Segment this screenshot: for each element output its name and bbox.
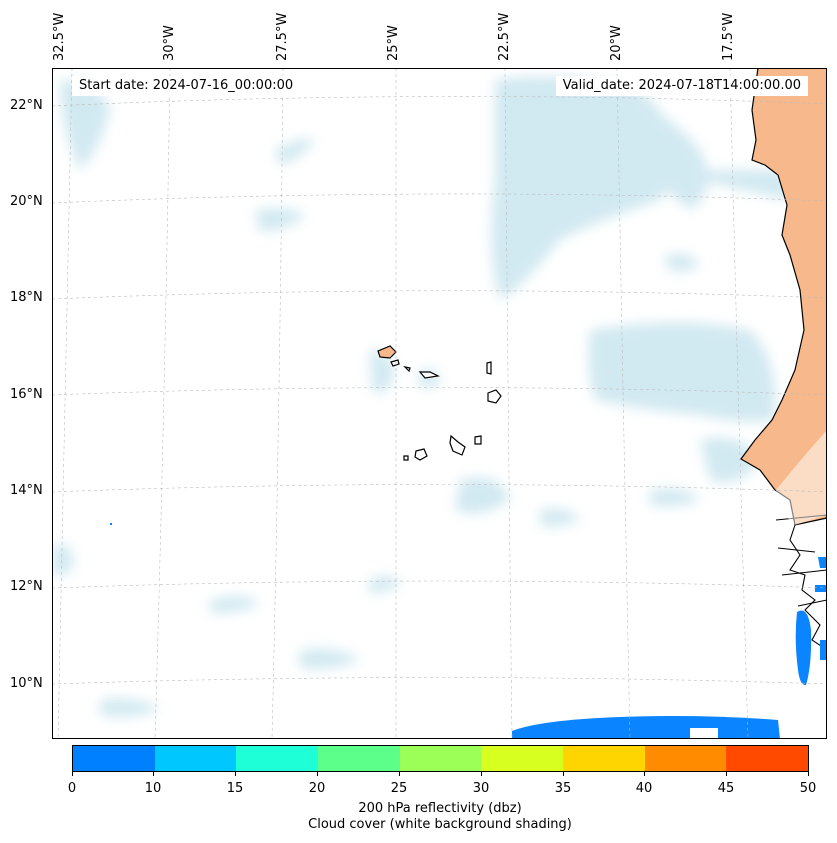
lon-label: 22.5°W: [497, 12, 512, 61]
colorbar-segment: [644, 746, 727, 771]
colorbar-tick-label: 50: [799, 781, 817, 796]
colorbar-segment: [726, 746, 809, 771]
colorbar-segment: [399, 746, 482, 771]
colorbar-tick-label: 35: [554, 781, 572, 796]
lat-label: 14°N: [10, 483, 43, 498]
lon-label: 30°W: [162, 25, 177, 61]
lat-label: 10°N: [10, 676, 43, 691]
colorbar-tick: [808, 772, 809, 776]
cloud-cover-shading: [52, 76, 790, 717]
colorbar-tick: [317, 772, 318, 776]
colorbar-tick-label: 45: [717, 781, 735, 796]
colorbar-tick: [644, 772, 645, 776]
colorbar-tick-label: 25: [390, 781, 408, 796]
colorbar-tick: [563, 772, 564, 776]
cape-verde-islands: [377, 345, 502, 461]
lon-label: 27.5°W: [275, 12, 290, 61]
gridlines: [52, 68, 827, 739]
map-frame: [52, 68, 827, 739]
lat-label: 16°N: [10, 387, 43, 402]
colorbar-tick-label: 20: [308, 781, 326, 796]
colorbar-segment: [73, 746, 155, 771]
colorbar-sublabel: Cloud cover (white background shading): [308, 817, 572, 832]
start-date-label: Start date: 2024-07-16_00:00:00: [72, 76, 301, 96]
lon-label: 17.5°W: [721, 12, 736, 61]
colorbar-segment: [481, 746, 564, 771]
lat-label: 22°N: [10, 98, 43, 113]
colorbar-segment: [318, 746, 400, 771]
colorbar-tick: [481, 772, 482, 776]
lat-label: 20°N: [10, 194, 43, 209]
lat-label: 12°N: [10, 579, 43, 594]
reflectivity-shading: [110, 523, 827, 739]
colorbar-tick-label: 0: [67, 781, 77, 796]
colorbar-tick-label: 30: [472, 781, 490, 796]
colorbar-segment: [154, 746, 237, 771]
colorbar-tick: [235, 772, 236, 776]
colorbar-tick: [726, 772, 727, 776]
colorbar-tick-label: 10: [144, 781, 162, 796]
colorbar: [72, 745, 809, 772]
colorbar-tick: [399, 772, 400, 776]
colorbar-label: 200 hPa reflectivity (dbz): [358, 801, 522, 816]
colorbar-tick: [153, 772, 154, 776]
colorbar-segment: [563, 746, 645, 771]
colorbar-tick-label: 40: [635, 781, 653, 796]
colorbar-segment: [236, 746, 319, 771]
valid-date-label: Valid_date: 2024-07-18T14:00:00.00: [555, 76, 808, 96]
lon-label: 20°W: [609, 25, 624, 61]
lon-label: 25°W: [386, 25, 401, 61]
colorbar-tick: [72, 772, 73, 776]
africa-landmass: [740, 68, 827, 651]
colorbar-tick-label: 15: [226, 781, 244, 796]
lon-label: 32.5°W: [52, 12, 67, 61]
lat-label: 18°N: [10, 290, 43, 305]
